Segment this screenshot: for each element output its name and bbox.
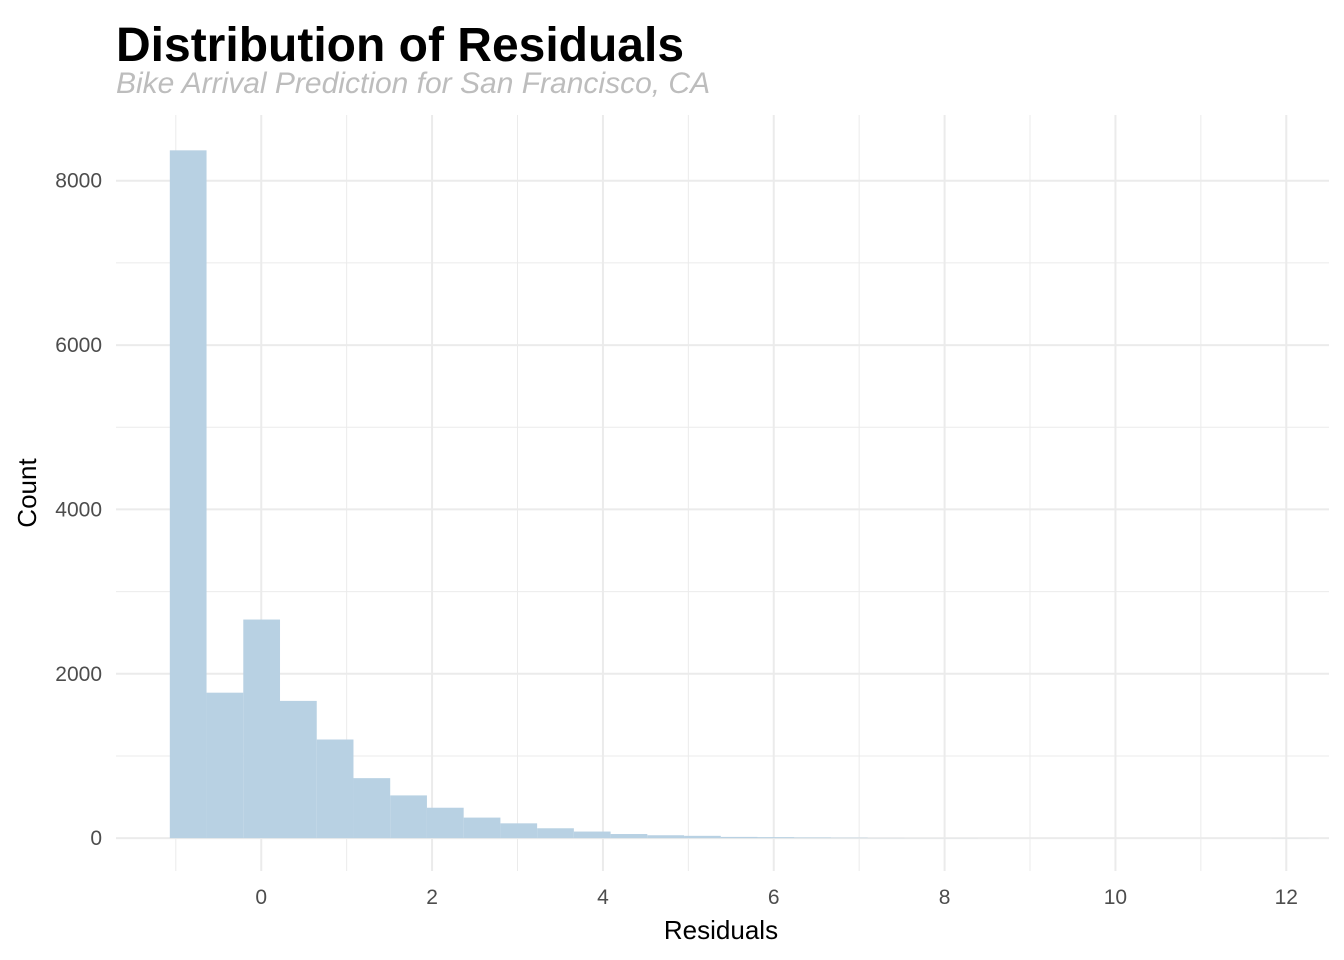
y-tick-label: 2000 bbox=[55, 663, 102, 686]
histogram-bar bbox=[463, 817, 501, 839]
histogram-bar bbox=[243, 619, 281, 839]
histogram-bar bbox=[757, 837, 795, 839]
y-axis-title: Count bbox=[12, 458, 42, 528]
histogram-bar bbox=[720, 836, 758, 839]
x-axis-tick-labels: 0 2 4 6 8 10 12 bbox=[255, 886, 1298, 909]
histogram-bar bbox=[353, 778, 391, 839]
chart-title: Distribution of Residuals bbox=[116, 19, 685, 72]
histogram-bar bbox=[610, 834, 648, 839]
histogram-bar bbox=[573, 831, 611, 839]
chart-subtitle: Bike Arrival Prediction for San Francisc… bbox=[116, 67, 711, 100]
y-tick-label: 6000 bbox=[55, 334, 102, 357]
histogram-bar bbox=[316, 739, 354, 839]
x-tick-label: 0 bbox=[255, 886, 267, 909]
histogram-bars bbox=[169, 150, 1309, 839]
histogram-bar bbox=[500, 823, 538, 839]
x-tick-label: 4 bbox=[597, 886, 609, 909]
y-tick-label: 0 bbox=[90, 827, 102, 850]
histogram-bar bbox=[537, 828, 574, 839]
y-tick-label: 8000 bbox=[55, 170, 102, 193]
histogram-bar bbox=[169, 150, 207, 839]
x-tick-label: 10 bbox=[1104, 886, 1127, 909]
y-axis-tick-labels: 0 2000 4000 6000 8000 bbox=[55, 170, 102, 850]
histogram-bar bbox=[647, 835, 685, 839]
histogram-bar bbox=[684, 835, 721, 839]
histogram-bar bbox=[280, 700, 317, 839]
histogram-bar bbox=[426, 807, 464, 839]
histogram-bar bbox=[794, 837, 831, 839]
x-tick-label: 8 bbox=[939, 886, 951, 909]
y-tick-label: 4000 bbox=[55, 498, 102, 521]
histogram-bar bbox=[206, 692, 244, 839]
x-tick-label: 12 bbox=[1275, 886, 1298, 909]
x-axis-title: Residuals bbox=[664, 915, 778, 945]
histogram-bar bbox=[390, 795, 427, 839]
x-tick-label: 2 bbox=[426, 886, 438, 909]
x-tick-label: 6 bbox=[768, 886, 780, 909]
